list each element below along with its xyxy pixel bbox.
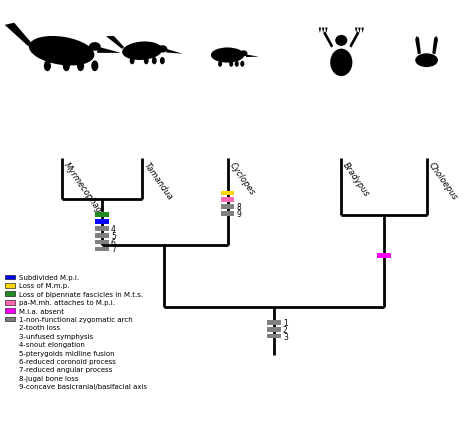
Ellipse shape: [330, 49, 352, 77]
Polygon shape: [5, 24, 31, 47]
Ellipse shape: [229, 61, 233, 68]
Ellipse shape: [240, 61, 244, 68]
Polygon shape: [325, 28, 328, 34]
Bar: [267, 327, 281, 332]
Text: 5: 5: [111, 231, 116, 240]
Polygon shape: [246, 55, 259, 58]
Bar: [221, 198, 234, 203]
Ellipse shape: [335, 36, 347, 47]
Polygon shape: [106, 37, 124, 50]
Bar: [95, 226, 109, 231]
Text: 5-pterygoids midline fusion: 5-pterygoids midline fusion: [19, 350, 115, 356]
Ellipse shape: [130, 58, 135, 65]
Polygon shape: [415, 37, 421, 55]
Bar: [95, 213, 109, 218]
Bar: [95, 219, 109, 224]
Bar: [5, 317, 15, 322]
Ellipse shape: [235, 61, 239, 68]
Text: 9: 9: [237, 210, 241, 218]
Bar: [221, 191, 234, 196]
Text: pa-M.mh. attaches to M.p.i.: pa-M.mh. attaches to M.p.i.: [19, 300, 115, 305]
Text: Tamandua: Tamandua: [142, 160, 174, 201]
Polygon shape: [322, 28, 324, 34]
Text: 1-non-functional zygomatic arch: 1-non-functional zygomatic arch: [19, 316, 133, 322]
Text: 4: 4: [111, 224, 116, 233]
Text: 2-tooth loss: 2-tooth loss: [19, 325, 60, 331]
Bar: [377, 253, 391, 258]
Polygon shape: [319, 28, 321, 34]
Bar: [95, 240, 109, 245]
Text: Myrmecophaga: Myrmecophaga: [62, 160, 106, 219]
Ellipse shape: [211, 48, 244, 64]
Bar: [5, 309, 15, 313]
Ellipse shape: [239, 51, 247, 57]
Ellipse shape: [122, 43, 162, 61]
Ellipse shape: [29, 37, 94, 66]
Text: 8-jugal bone loss: 8-jugal bone loss: [19, 375, 79, 381]
Bar: [5, 283, 15, 288]
Text: Loss of M.m.p.: Loss of M.m.p.: [19, 283, 69, 289]
Ellipse shape: [157, 46, 167, 53]
Text: 8: 8: [237, 203, 241, 212]
Text: Bradypus: Bradypus: [341, 160, 372, 198]
Text: 1: 1: [283, 318, 288, 327]
Text: 9-concave basicranial/basifacial axis: 9-concave basicranial/basifacial axis: [19, 384, 147, 389]
Text: Cyclopes: Cyclopes: [228, 160, 256, 197]
Ellipse shape: [91, 61, 99, 72]
Polygon shape: [355, 28, 357, 34]
Ellipse shape: [415, 54, 438, 68]
Polygon shape: [432, 37, 438, 55]
Ellipse shape: [44, 61, 51, 72]
Ellipse shape: [77, 61, 84, 72]
Ellipse shape: [144, 58, 149, 65]
Bar: [5, 292, 15, 297]
Polygon shape: [97, 47, 121, 54]
Polygon shape: [166, 50, 182, 55]
Polygon shape: [323, 32, 333, 49]
Text: Subdivided M.p.i.: Subdivided M.p.i.: [19, 274, 79, 280]
Bar: [267, 320, 281, 325]
Text: Loss of bipennate fascicles in M.t.s.: Loss of bipennate fascicles in M.t.s.: [19, 291, 143, 297]
Ellipse shape: [160, 58, 165, 65]
Bar: [5, 300, 15, 305]
Ellipse shape: [63, 61, 70, 72]
Bar: [95, 233, 109, 238]
Polygon shape: [361, 28, 364, 34]
Bar: [221, 212, 234, 217]
Text: 6-reduced coronoid process: 6-reduced coronoid process: [19, 358, 116, 364]
Bar: [267, 334, 281, 339]
Text: 6: 6: [111, 238, 116, 247]
Text: 4-snout elongation: 4-snout elongation: [19, 341, 85, 347]
Polygon shape: [358, 28, 361, 34]
Text: 3-unfused symphysis: 3-unfused symphysis: [19, 333, 93, 339]
Text: M.i.a. absent: M.i.a. absent: [19, 308, 64, 314]
Bar: [221, 205, 234, 209]
Text: Choloepus: Choloepus: [427, 160, 459, 201]
Text: 3: 3: [283, 332, 288, 341]
Bar: [5, 275, 15, 280]
Text: 7-reduced angular process: 7-reduced angular process: [19, 367, 112, 372]
Polygon shape: [349, 32, 359, 49]
Text: 7: 7: [111, 245, 116, 254]
Bar: [95, 247, 109, 252]
Ellipse shape: [218, 61, 222, 68]
Text: 2: 2: [283, 325, 288, 334]
Ellipse shape: [89, 43, 101, 52]
Ellipse shape: [152, 58, 157, 65]
